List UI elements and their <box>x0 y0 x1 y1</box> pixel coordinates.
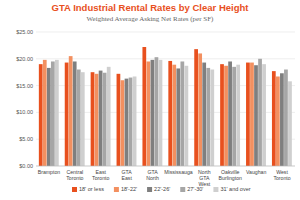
bar <box>55 60 59 166</box>
category-label: NorthGTAWest <box>198 169 211 187</box>
bar <box>250 63 254 166</box>
category-label: CentralToronto <box>66 169 83 181</box>
legend-label: 27'-30' <box>187 186 203 192</box>
bar <box>176 68 180 166</box>
category-label: EastToronto <box>92 169 109 181</box>
bar <box>99 71 103 166</box>
bar <box>262 64 266 166</box>
legend-swatch <box>72 187 77 192</box>
bar <box>236 65 240 166</box>
category-label: GTANorth <box>146 169 159 181</box>
category-label: OakvilleBurlington <box>219 169 242 181</box>
bar <box>142 47 146 166</box>
bar <box>224 66 228 166</box>
bar <box>210 70 214 166</box>
bar <box>107 67 111 166</box>
grid-line <box>36 58 295 59</box>
legend-label: 18'-22' <box>121 186 137 192</box>
bar <box>220 64 224 166</box>
bar <box>202 63 206 166</box>
bar <box>284 70 288 166</box>
bar <box>151 60 155 166</box>
legend-swatch <box>213 187 218 192</box>
bar <box>73 61 77 166</box>
legend-swatch <box>147 187 152 192</box>
title: GTA Industrial Rental Rates by Clear Hei… <box>52 2 250 13</box>
bar <box>185 66 189 166</box>
bar <box>246 63 250 166</box>
grid-line <box>36 32 295 33</box>
legend-swatch <box>114 187 119 192</box>
y-tick-label: $10.00 <box>16 109 33 115</box>
bar <box>194 49 198 166</box>
bar <box>272 71 276 166</box>
bar <box>51 61 55 166</box>
y-tick-label: $25.00 <box>16 29 33 35</box>
bar <box>91 72 95 166</box>
bar <box>172 65 176 166</box>
y-tick-label: $15.00 <box>16 83 33 89</box>
category-label: Mississauga <box>164 169 193 175</box>
bar <box>198 53 202 166</box>
bar <box>81 72 85 166</box>
bar <box>77 70 81 166</box>
bar <box>121 80 125 166</box>
bar <box>168 61 172 166</box>
category-label: Brampton <box>38 169 61 175</box>
bar <box>206 68 210 166</box>
bar <box>103 73 107 166</box>
bar <box>47 68 51 166</box>
bar <box>43 60 47 166</box>
subtitle: Weighted Average Asking Net Rates (per S… <box>87 15 215 23</box>
bar <box>258 59 262 166</box>
category-label: Vaughan <box>246 169 266 175</box>
legend-label: 22'-26' <box>154 186 170 192</box>
bar <box>39 64 43 166</box>
bar <box>232 67 236 166</box>
y-tick-label: $0.00 <box>19 163 33 169</box>
legend-label: 18' or less <box>79 186 104 192</box>
bars <box>39 47 292 166</box>
bar <box>180 61 184 166</box>
bar <box>117 74 121 166</box>
bar <box>288 81 292 166</box>
legend-swatch <box>180 187 185 192</box>
x-axis <box>36 166 295 167</box>
bar <box>65 63 69 166</box>
bar <box>95 74 99 166</box>
bar <box>69 56 73 166</box>
category-label: GTAEast <box>121 169 132 181</box>
bar <box>129 78 133 166</box>
bar <box>155 57 159 166</box>
bar <box>254 65 258 166</box>
category-label: WestToronto <box>273 169 290 181</box>
legend-label: 31' and over <box>220 186 250 192</box>
bar <box>146 61 150 166</box>
bar <box>280 73 284 166</box>
bar <box>276 76 280 166</box>
bar <box>228 61 232 166</box>
y-tick-label: $5.00 <box>19 136 33 142</box>
bar <box>125 79 129 166</box>
bar <box>159 60 163 166</box>
y-tick-label: $20.00 <box>16 56 33 62</box>
bar <box>133 76 137 166</box>
